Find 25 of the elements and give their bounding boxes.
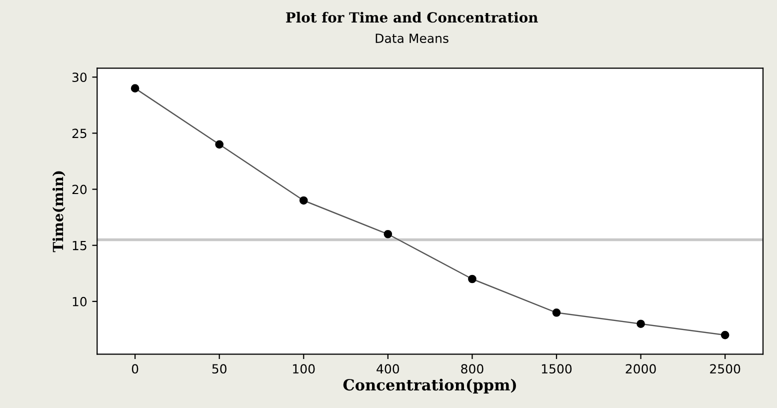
point [720,330,730,340]
chart-title: Plot for Time and Concentration [286,12,538,23]
point [215,140,224,149]
point [636,320,645,328]
y-axis-title: Time(min) [52,171,66,252]
y-tick-label: 15 [72,240,86,250]
x-axis-title: Concentration(ppm) [343,378,516,394]
x-tick-label: 50 [212,364,226,374]
x-tick-label: 0 [132,364,138,374]
point [384,230,392,238]
x-tick-label: 100 [293,364,315,374]
y-tick-label: 20 [72,184,87,194]
point [552,308,561,317]
y-tick-label: 10 [72,296,87,306]
point [130,84,140,92]
point [468,274,476,284]
x-tick-label: 2500 [710,364,740,374]
x-tick-label: 400 [376,364,400,374]
chart-subtitle: Data Means [376,34,448,44]
x-tick-label: 2000 [626,364,656,374]
x-tick-label: 800 [461,364,484,374]
x-tick-label: 1500 [542,364,572,374]
y-tick-label: 25 [72,128,86,138]
y-tick-label: 30 [72,72,87,82]
point [299,196,308,205]
